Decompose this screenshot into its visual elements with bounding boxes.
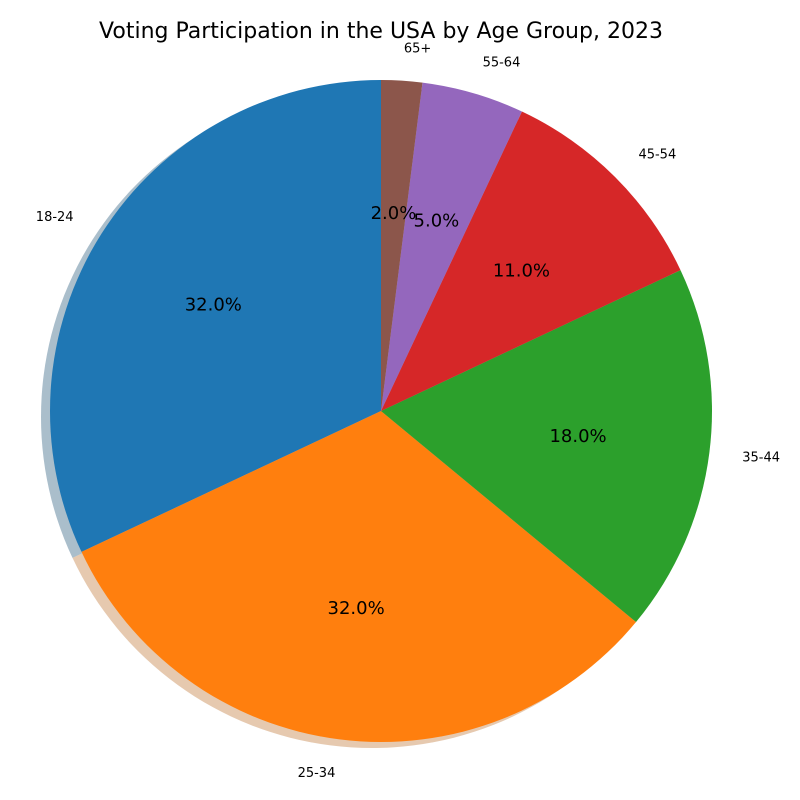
pie-slice-65+ [381, 80, 423, 411]
slice-category-label: 25-34 [298, 766, 336, 781]
slice-category-label: 65+ [404, 42, 431, 57]
slice-percent-label: 5.0% [414, 210, 460, 231]
pie-labels: 18-24 32.0% 25-34 32.0% 35-44 18.0% 45-54 11.0%… [36, 42, 780, 782]
pie-slice-25-34 [81, 411, 637, 742]
slice-percent-label: 32.0% [328, 598, 385, 619]
pie-slice-55-64 [381, 82, 522, 411]
pie-slices [50, 80, 712, 742]
slice-percent-label: 18.0% [549, 426, 606, 447]
slice-category-label: 18-24 [36, 210, 74, 225]
pie-slice-35-44 [381, 270, 712, 622]
chart-title: Voting Participation in the USA by Age G… [99, 19, 663, 44]
slice-category-label: 45-54 [638, 148, 676, 163]
slice-percent-label: 2.0% [371, 203, 417, 224]
slice-percent-label: 11.0% [493, 261, 550, 282]
slice-percent-label: 32.0% [185, 295, 242, 316]
pie-slice-45-54 [381, 111, 681, 411]
slice-category-label: 35-44 [742, 451, 780, 466]
slice-category-label: 55-64 [483, 55, 521, 70]
pie-slice-18-24 [50, 80, 381, 552]
